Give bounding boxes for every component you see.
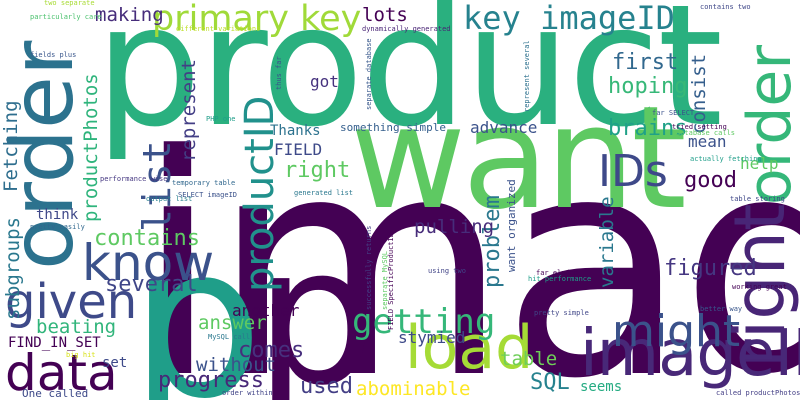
word-actually-fetching: actually fetching [690, 155, 762, 163]
word-SELECT-imageID: SELECT imageID [178, 191, 238, 199]
word-want-organized: want organized [505, 179, 518, 272]
word-better-way: better way [700, 305, 743, 313]
word-contains: contains [94, 226, 200, 251]
word-data: data [5, 344, 118, 400]
word-making: making [95, 4, 164, 26]
word-progress: progress [158, 368, 264, 393]
word-given: given [5, 274, 138, 330]
word-called-productPhotos: called productPhotos [716, 389, 800, 397]
word-dynamically-generated: dynamically generated [362, 25, 451, 33]
word-right-green: right [284, 158, 351, 183]
word-mean: mean [688, 132, 727, 151]
word-beating: beating [36, 316, 117, 338]
word-might: might [612, 306, 741, 357]
word-One-called: One called [22, 387, 89, 400]
word-answer: answer [198, 312, 267, 334]
word-think: think [36, 207, 79, 223]
word-lots: lots [362, 4, 408, 26]
word-two-separate: two separate [44, 0, 95, 7]
word-MySQL-call: MySQL call [208, 333, 251, 341]
word-set: set [102, 355, 128, 371]
word-several: several [105, 272, 198, 297]
word-tried-setting: tried setting [672, 123, 727, 131]
word-used: used [300, 374, 353, 399]
word-IDs: IDs [598, 146, 668, 197]
word-help: help [740, 154, 779, 173]
word-far-SELECT: far SELECT [652, 109, 695, 117]
word-good: good [684, 168, 737, 193]
word-first: first [612, 50, 679, 75]
word-output-list: output list [146, 195, 193, 203]
word-pulling: pulling [414, 216, 495, 238]
word-Thanks: Thanks [270, 123, 321, 139]
word-database-calls: database calls [676, 129, 736, 137]
word-subgroups: subgroups [2, 217, 24, 320]
word-know: know [82, 234, 215, 292]
word-stymied: stymied [398, 328, 466, 347]
word-SQL: SQL [530, 370, 570, 395]
word-getting: getting [352, 302, 496, 342]
word-brains: brains [608, 116, 688, 141]
word-product: product [95, 0, 723, 164]
word-imageID: imageID [580, 317, 800, 391]
word-load: load [405, 313, 534, 383]
word-productPhotos: productPhotos [80, 73, 102, 222]
word-order-right: order [735, 45, 800, 205]
word-want: want [350, 76, 687, 241]
word-abominable: abominable [356, 378, 471, 400]
word-p-purple: p [255, 206, 376, 400]
word-list: list [135, 140, 179, 232]
word-far-eluded: far eluded [536, 269, 579, 277]
word-variable: variable [596, 196, 618, 288]
word-consist: consist [688, 53, 710, 134]
word-pretty-easily: pretty easily [30, 223, 85, 231]
word-hit-performance: hit performance [528, 275, 592, 283]
word-contains-two: contains two [700, 3, 751, 11]
word-p-teal: p [130, 200, 264, 400]
word-using-two: using two [428, 267, 466, 275]
word-FIELD-SpecificProductID: FIELD SpecificProductID [387, 233, 395, 330]
word-PHP-one: PHP one [206, 115, 236, 123]
word-seems: seems [580, 379, 623, 395]
word-figured: figured [664, 256, 757, 281]
word-performance-wise: performance wise [100, 175, 168, 183]
word-represent-several: represent several [523, 40, 531, 112]
word-fields-plus: fields plus [30, 51, 77, 59]
word-something-simple: something simple [340, 121, 446, 134]
word-advance: advance [470, 118, 538, 137]
word-different-variations: different variations [176, 25, 261, 33]
word-thus-far: thus far [275, 56, 283, 90]
word-got: got [310, 72, 339, 91]
word-order-within: order within [222, 389, 273, 397]
word-image: image [135, 90, 800, 400]
word-comes: comes [238, 338, 305, 363]
word-pretty-simple: pretty simple [534, 309, 589, 317]
word-represent: represent [178, 59, 200, 162]
word-Fetching: Fetching [0, 100, 22, 192]
word-primary-key: primary key [152, 0, 362, 39]
word-FIELD: FIELD [274, 140, 323, 159]
word-big-hit: big hit [66, 351, 96, 359]
word-generated-list: generated list [294, 189, 354, 197]
word-particularly-care: particularly care [30, 13, 102, 21]
word-another: another [232, 301, 300, 320]
word-successfully-returns: successfully returns [365, 225, 373, 310]
word-table-storing: table storing [730, 195, 785, 203]
word-problem: problem [480, 195, 505, 288]
word-separate-database: separate database [365, 38, 373, 110]
word-key-imageID: key imageID [463, 0, 675, 37]
word-without: without [196, 354, 277, 376]
word-working-great: working great [732, 283, 787, 291]
word-FIND_IN_SET: FIND_IN_SET [8, 335, 101, 351]
word-hoping: hoping [608, 74, 688, 99]
word-table: table [500, 348, 558, 370]
word-temporary-table: temporary table [172, 179, 236, 187]
